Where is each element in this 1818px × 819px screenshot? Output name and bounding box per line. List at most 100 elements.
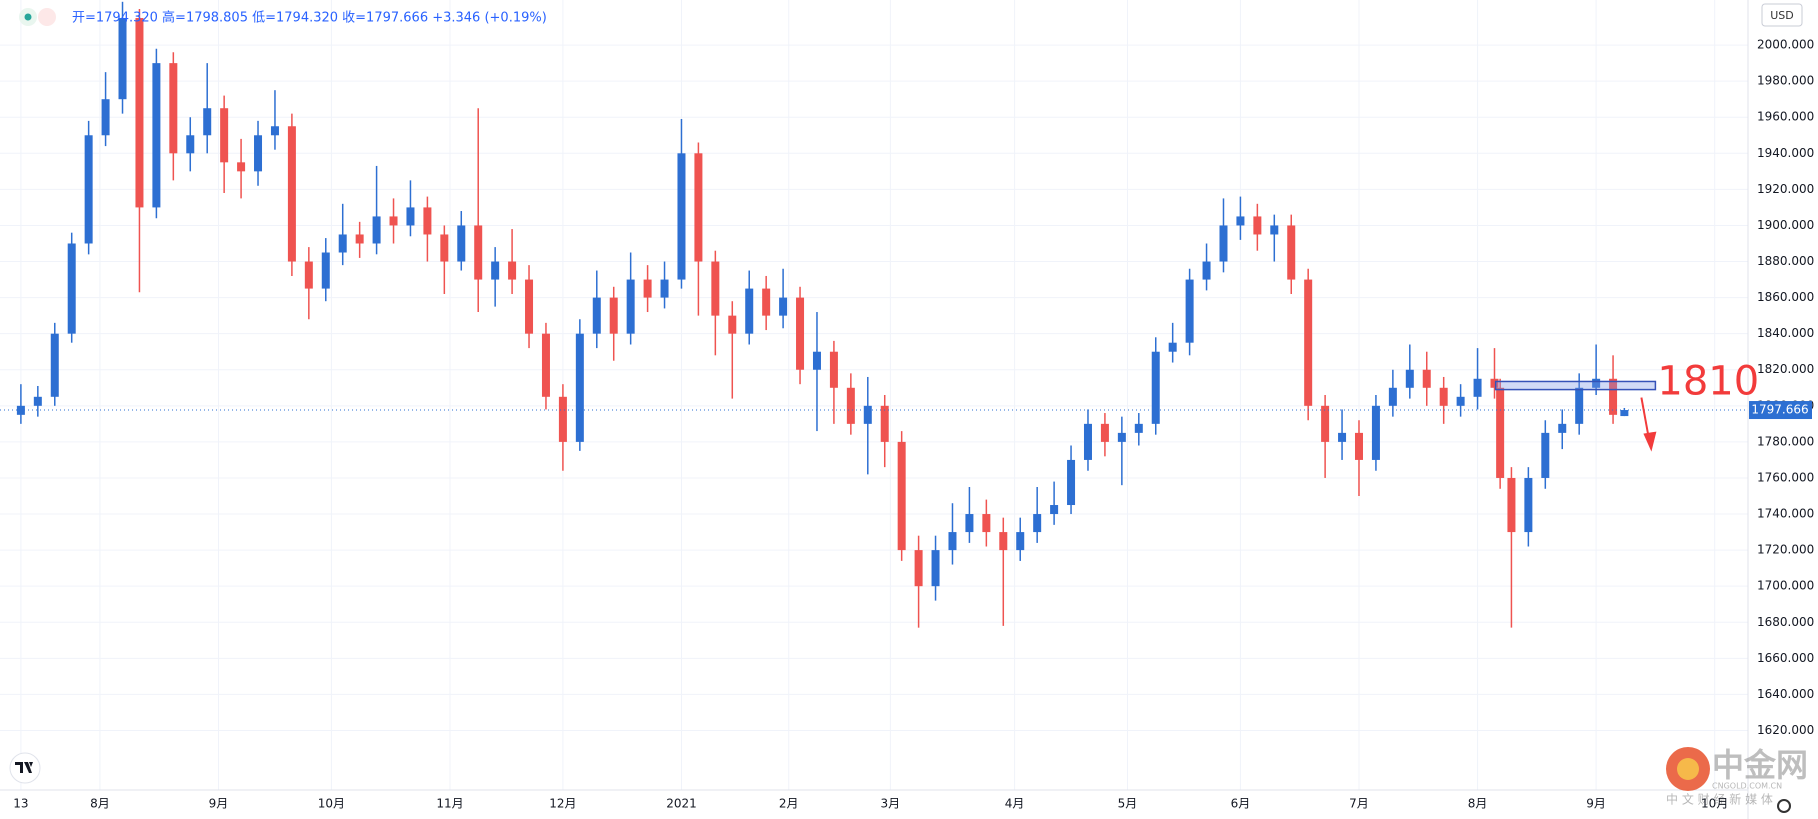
candle-body	[1270, 225, 1279, 235]
x-tick-label: 12月	[549, 797, 576, 811]
candle-body	[694, 153, 703, 262]
candle-body	[287, 126, 296, 262]
candle-body	[609, 297, 618, 334]
x-tick-label: 5月	[1118, 797, 1138, 811]
candle-body	[304, 261, 313, 289]
candle-body	[270, 126, 279, 136]
candle-body	[558, 396, 567, 442]
candle-body	[762, 288, 771, 316]
candle-body	[796, 297, 805, 370]
candle-body	[1388, 387, 1397, 406]
candle-body	[1253, 216, 1262, 235]
candle-body	[779, 297, 788, 316]
candle-body	[1083, 423, 1092, 460]
x-tick-label: 13	[13, 797, 28, 811]
candle-body	[186, 135, 195, 154]
x-tick-label: 3月	[881, 797, 901, 811]
candle-body	[338, 234, 347, 253]
candle-body	[423, 207, 432, 235]
y-tick-label: 1680.000	[1757, 615, 1814, 629]
y-tick-label: 1900.000	[1757, 218, 1814, 232]
candle-body	[1524, 477, 1533, 533]
candle-body	[1134, 423, 1143, 433]
candle-body	[67, 243, 76, 334]
candle-body	[355, 234, 364, 244]
annotation-arrowhead	[1643, 431, 1657, 452]
x-tick-label: 7月	[1349, 797, 1369, 811]
watermark-slogan: 中 文 财 经 新 媒 体	[1666, 792, 1773, 807]
candle-body	[1016, 532, 1025, 551]
candle-body	[237, 162, 246, 172]
candle-body	[203, 108, 212, 136]
candle-body	[1304, 279, 1313, 406]
candle-body	[1439, 387, 1448, 406]
candle-body	[711, 261, 720, 316]
candle-body	[1541, 432, 1550, 478]
candle-body	[1354, 432, 1363, 460]
candle-body	[389, 216, 398, 226]
candle-body	[965, 514, 974, 533]
x-tick-label: 10月	[318, 797, 345, 811]
x-tick-label: 9月	[209, 797, 229, 811]
x-tick-label: 11月	[436, 797, 463, 811]
candle-body	[525, 279, 534, 334]
candle-body	[1609, 378, 1618, 415]
candle-body	[1490, 378, 1499, 388]
candle-body	[101, 99, 110, 136]
x-tick-label: 8月	[1468, 797, 1488, 811]
x-tick-label: 2月	[779, 797, 799, 811]
candle-body	[643, 279, 652, 298]
y-tick-label: 1920.000	[1757, 182, 1814, 196]
candle-body	[508, 261, 517, 280]
last-price-box	[1749, 401, 1812, 420]
y-tick-label: 1620.000	[1757, 723, 1814, 737]
candle-body	[931, 550, 940, 587]
candle-body	[745, 288, 754, 334]
replay-icon[interactable]	[38, 8, 56, 26]
status-dot	[24, 13, 32, 21]
candle-body	[575, 333, 584, 442]
candle-body	[406, 207, 415, 226]
candle-body	[1236, 216, 1245, 226]
candle-body	[592, 297, 601, 334]
candle-body	[169, 63, 178, 154]
candle-body	[1422, 369, 1431, 388]
y-tick-label: 1880.000	[1757, 254, 1814, 268]
candle-body	[1050, 505, 1059, 515]
candle-body	[321, 252, 330, 289]
y-tick-label: 1740.000	[1757, 507, 1814, 521]
currency-label: USD	[1770, 9, 1794, 22]
candle-body	[491, 261, 500, 280]
candle-body	[1219, 225, 1228, 262]
candle-body	[1033, 514, 1042, 533]
settings-icon[interactable]	[1777, 799, 1791, 813]
candle-body	[152, 63, 161, 208]
candle-body	[1456, 396, 1465, 406]
ohlc-legend: 开=1794.320 高=1798.805 低=1794.320 收=1797.…	[72, 10, 547, 26]
candle-body	[1202, 261, 1211, 280]
candle-body	[1321, 405, 1330, 442]
last-price-label: 1797.666	[1751, 403, 1808, 417]
y-tick-label: 1980.000	[1757, 74, 1814, 88]
y-tick-label: 1940.000	[1757, 146, 1814, 160]
candle-body	[50, 333, 59, 397]
candle-body	[1168, 342, 1177, 352]
y-tick-label: 1760.000	[1757, 470, 1814, 484]
tradingview-logo[interactable]	[9, 752, 41, 784]
candle-body	[812, 351, 821, 370]
logo-mark	[15, 762, 33, 773]
candle-body	[220, 108, 229, 163]
y-tick-label: 1640.000	[1757, 687, 1814, 701]
currency-button[interactable]	[1761, 3, 1803, 27]
candle-body	[440, 234, 449, 262]
candle-body	[1287, 225, 1296, 280]
x-tick-label: 10月	[1701, 797, 1728, 811]
y-tick-label: 1820.000	[1757, 362, 1814, 376]
candle-body	[897, 441, 906, 551]
candle-body	[541, 333, 550, 397]
y-tick-label: 1720.000	[1757, 543, 1814, 557]
watermark-logo-inner	[1677, 758, 1699, 780]
candle-body	[372, 216, 381, 244]
x-tick-label: 2021	[666, 797, 697, 811]
